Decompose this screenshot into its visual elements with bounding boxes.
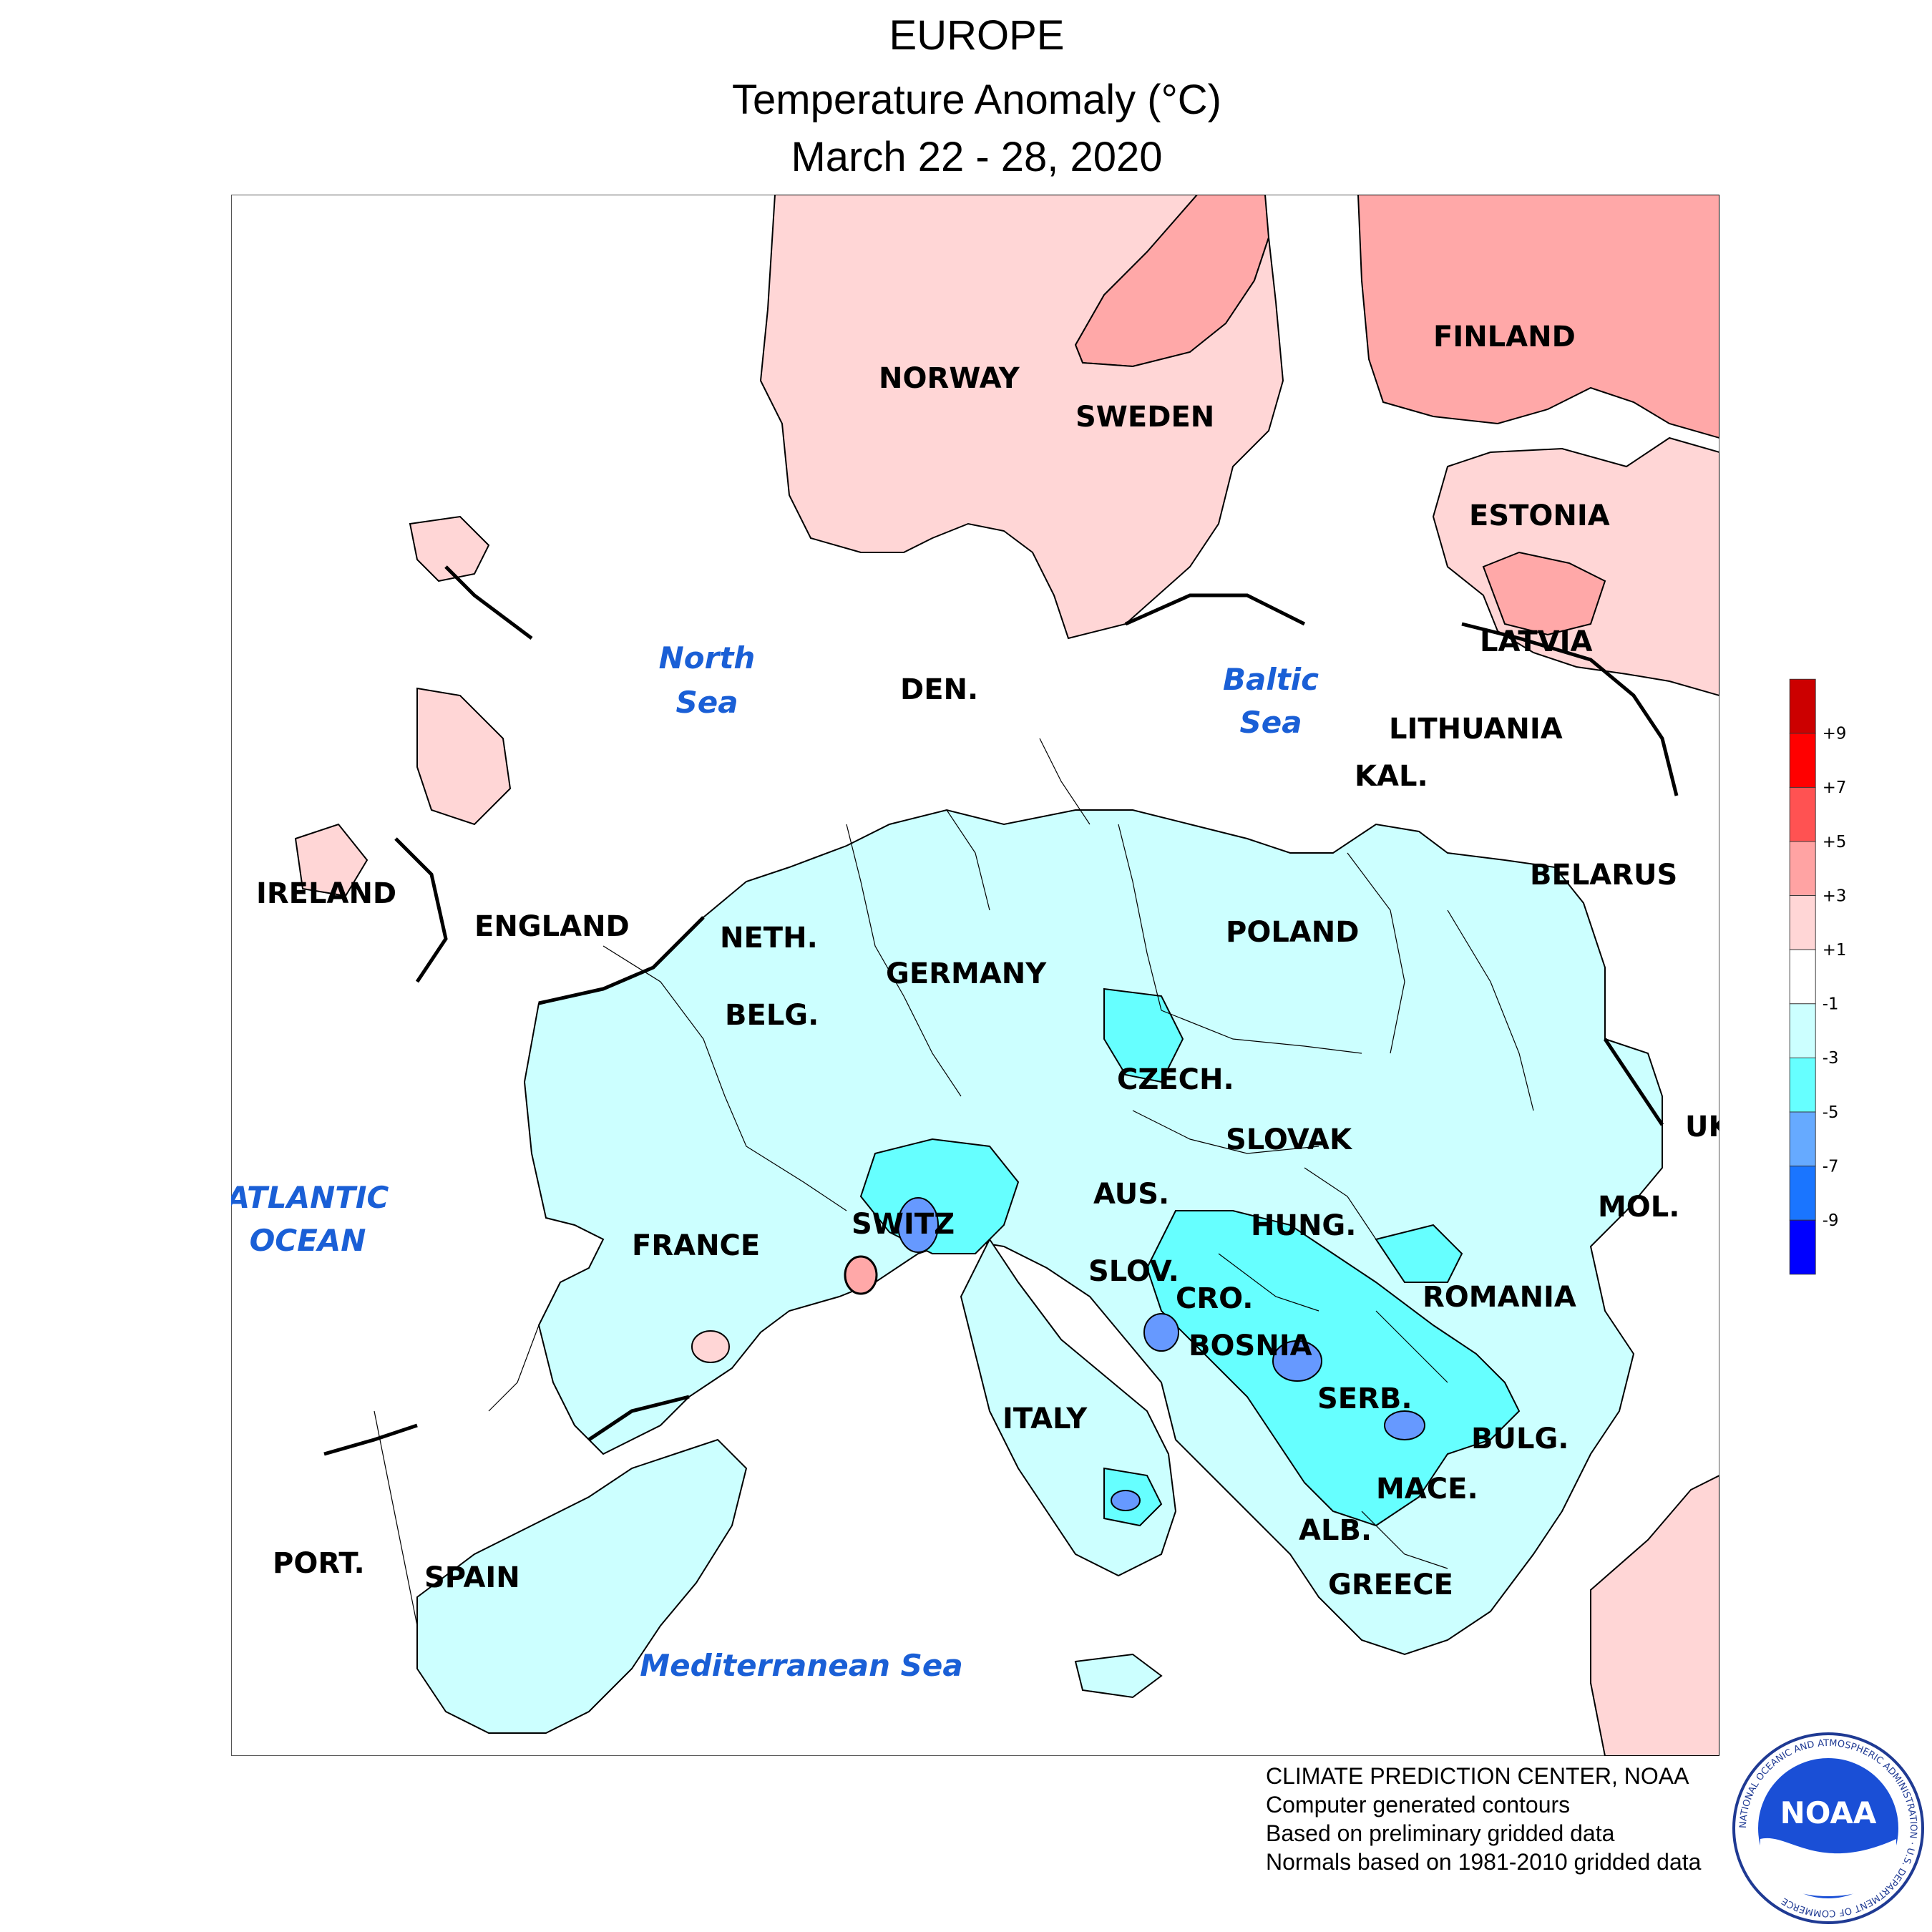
label-estonia: ESTONIA — [1469, 499, 1610, 532]
map-title: EUROPE — [889, 12, 1065, 59]
label-alb: ALB. — [1299, 1514, 1372, 1547]
label-lithuania: LITHUANIA — [1389, 713, 1563, 746]
label-den: DEN. — [900, 673, 978, 706]
legend-box-4 — [1789, 895, 1816, 950]
anomaly-region-minus3-romania — [1375, 1224, 1463, 1283]
footer-data: Based on preliminary gridded data — [1266, 1820, 1615, 1846]
label-serb: SERB. — [1317, 1382, 1413, 1415]
label-north-sea-1: North — [659, 640, 756, 675]
anomaly-region-minus5-italy — [1111, 1490, 1141, 1511]
label-england: ENGLAND — [474, 910, 630, 943]
anomaly-region-plus1-southeast — [1590, 1474, 1719, 1756]
label-germany: GERMANY — [886, 957, 1047, 990]
legend-label-2: +5 — [1823, 833, 1847, 852]
map-subtitle: Temperature Anomaly (°C) — [732, 77, 1221, 123]
label-latvia: LATVIA — [1480, 625, 1592, 658]
legend-label-3: +3 — [1823, 887, 1847, 905]
anomaly-region-minus5-serbia — [1384, 1410, 1425, 1440]
label-greece: GREECE — [1328, 1568, 1453, 1601]
label-atlantic-2: OCEAN — [250, 1223, 366, 1258]
anomaly-region-minus5-bosnia — [1272, 1340, 1322, 1382]
label-bulg: BULG. — [1471, 1423, 1568, 1455]
label-baltic-sea-1: Baltic — [1223, 662, 1319, 697]
noaa-logo-text: NOAA — [1780, 1795, 1877, 1830]
label-czech: CZECH. — [1117, 1063, 1234, 1096]
water-labels: North Sea Baltic Sea ATLANTIC OCEAN Medi… — [231, 640, 1319, 1683]
legend-box-10 — [1789, 1219, 1816, 1275]
anomaly-region-plus1-france-spot — [691, 1330, 730, 1363]
label-slovak: SLOVAK — [1226, 1123, 1353, 1156]
legend-label-1: +7 — [1823, 779, 1847, 797]
label-switz: SWITZ — [852, 1208, 955, 1241]
label-sweden: SWEDEN — [1075, 401, 1214, 434]
label-mol: MOL. — [1598, 1191, 1680, 1224]
legend-label-6: -3 — [1823, 1049, 1839, 1068]
legend-label-7: -5 — [1823, 1103, 1839, 1122]
label-ireland: IRELAND — [256, 877, 396, 910]
label-port: PORT. — [273, 1547, 365, 1580]
legend-box-3 — [1789, 841, 1816, 897]
anomaly-region-plus1-scotland — [409, 515, 490, 582]
legend-labels: +9 +7 +5 +3 +1 -1 -3 -5 -7 -9 — [1823, 725, 1847, 1230]
legend-box-5 — [1789, 949, 1816, 1005]
anomaly-region-plus3-switzerland — [844, 1255, 878, 1295]
label-neth: NETH. — [720, 922, 818, 955]
legend-label-5: -1 — [1823, 995, 1839, 1014]
legend-label-8: -7 — [1823, 1157, 1839, 1176]
label-poland: POLAND — [1226, 916, 1359, 949]
label-uk: UK — [1685, 1111, 1719, 1143]
temperature-anomaly-map: FINLAND NORWAY SWEDEN ESTONIA LATVIA LIT… — [231, 195, 1719, 1756]
label-kal: KAL. — [1355, 760, 1428, 793]
legend-box-2 — [1789, 786, 1816, 842]
color-scale-legend: +9 +7 +5 +3 +1 -1 -3 -5 -7 -9 — [1789, 678, 1847, 1275]
zero-contour-lines — [323, 565, 1679, 1456]
anomaly-region-minus1-iberia — [416, 1438, 748, 1734]
label-north-sea-2: Sea — [675, 685, 738, 720]
label-baltic-sea-2: Sea — [1239, 705, 1302, 740]
label-france: FRANCE — [632, 1229, 760, 1262]
label-belarus: BELARUS — [1530, 859, 1677, 892]
map-date-range: March 22 - 28, 2020 — [791, 134, 1163, 180]
anomaly-region-minus3-czech — [1103, 987, 1184, 1083]
footer-normals: Normals based on 1981-2010 gridded data — [1266, 1849, 1702, 1875]
label-finland: FINLAND — [1433, 321, 1576, 353]
label-spain: SPAIN — [424, 1561, 520, 1594]
legend-box-6 — [1789, 1003, 1816, 1058]
label-romania: ROMANIA — [1423, 1281, 1576, 1314]
legend-box-1 — [1789, 733, 1816, 788]
label-mediterranean: Mediterranean Sea — [640, 1648, 962, 1683]
anomaly-region-plus3-latvia — [1482, 551, 1606, 636]
footer-source: CLIMATE PREDICTION CENTER, NOAA — [1266, 1763, 1689, 1789]
label-italy: ITALY — [1002, 1402, 1088, 1435]
legend-box-7 — [1789, 1057, 1816, 1113]
country-borders — [374, 738, 1534, 1626]
legend-label-9: -9 — [1823, 1211, 1839, 1230]
legend-box-8 — [1789, 1111, 1816, 1167]
legend-label-4: +1 — [1823, 941, 1847, 960]
label-aus: AUS. — [1093, 1178, 1169, 1211]
label-hung: HUNG. — [1251, 1209, 1356, 1242]
anomaly-region-plus1-scandinavia — [759, 195, 1284, 640]
anomaly-region-minus5-switzerland — [897, 1197, 939, 1253]
anomaly-region-minus3-balkans — [1146, 1210, 1521, 1527]
legend-box-9 — [1789, 1166, 1816, 1221]
label-belg: BELG. — [725, 999, 819, 1032]
anomaly-region-plus1-ireland — [294, 823, 369, 897]
legend-color-boxes — [1789, 678, 1816, 1275]
anomaly-region-plus1-england — [416, 687, 512, 826]
anomaly-region-plus3-finland — [1357, 195, 1719, 439]
anomaly-region-minus1-sicily — [1074, 1653, 1163, 1699]
legend-box-0 — [1789, 678, 1816, 734]
legend-label-0: +9 — [1823, 725, 1847, 743]
label-cro: CRO. — [1176, 1282, 1253, 1315]
noaa-logo: NATIONAL OCEANIC AND ATMOSPHERIC ADMINIS… — [1732, 1732, 1924, 1924]
label-bosnia: BOSNIA — [1189, 1330, 1312, 1362]
anomaly-region-minus5-croatia — [1143, 1313, 1179, 1352]
country-labels: FINLAND NORWAY SWEDEN ESTONIA LATVIA LIT… — [256, 321, 1719, 1601]
label-atlantic-1: ATLANTIC — [231, 1180, 389, 1215]
label-slov: SLOV. — [1088, 1255, 1179, 1288]
footer-contours: Computer generated contours — [1266, 1792, 1571, 1818]
label-mace: MACE. — [1376, 1473, 1478, 1506]
label-norway: NORWAY — [879, 362, 1020, 395]
